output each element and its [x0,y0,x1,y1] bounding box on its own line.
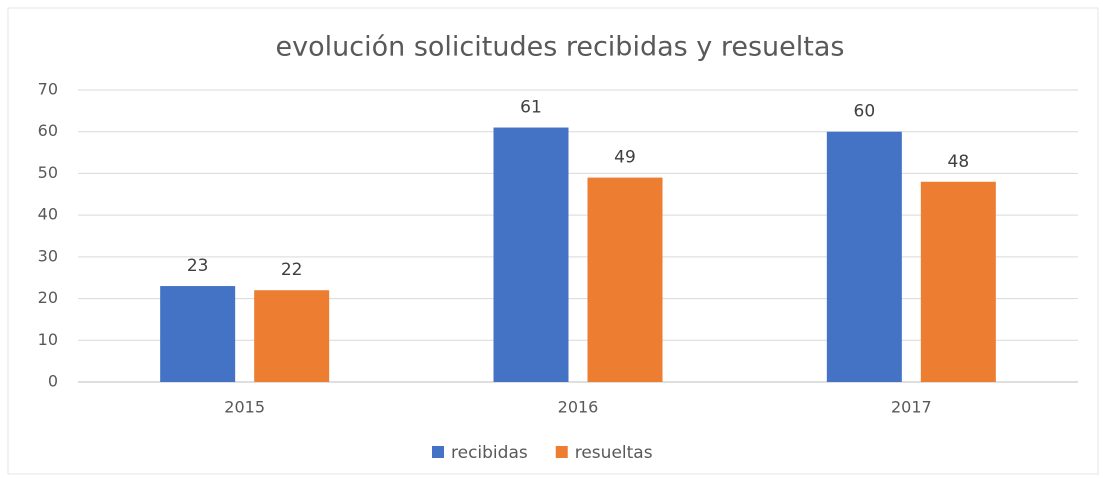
legend-swatch [432,446,444,458]
bar [920,181,996,382]
legend-swatch [555,446,568,458]
y-tick-label: 0 [48,372,58,391]
y-tick-label: 10 [38,330,58,349]
y-tick-label: 40 [38,205,58,224]
data-label: 60 [854,102,876,122]
y-tick-label: 50 [38,163,58,182]
data-label: 22 [281,260,303,280]
x-tick-label: 2016 [558,398,599,417]
data-label: 48 [948,152,970,172]
y-tick-label: 30 [38,246,58,265]
data-label: 61 [520,98,542,118]
bar [254,290,330,382]
bar [160,286,236,382]
y-tick-label: 70 [38,80,58,99]
y-tick-label: 60 [38,121,58,140]
bar [493,127,569,383]
x-tick-label: 2015 [224,398,265,417]
x-tick-label: 2017 [891,398,932,417]
legend-label: resueltas [575,443,653,463]
data-label: 23 [187,256,209,276]
legend-label: recibidas [451,443,528,463]
data-label: 49 [614,148,636,168]
y-tick-label: 20 [38,288,58,307]
chart-title: evolución solicitudes recibidas y resuel… [276,32,845,63]
bar [826,131,902,382]
bar [587,177,663,382]
